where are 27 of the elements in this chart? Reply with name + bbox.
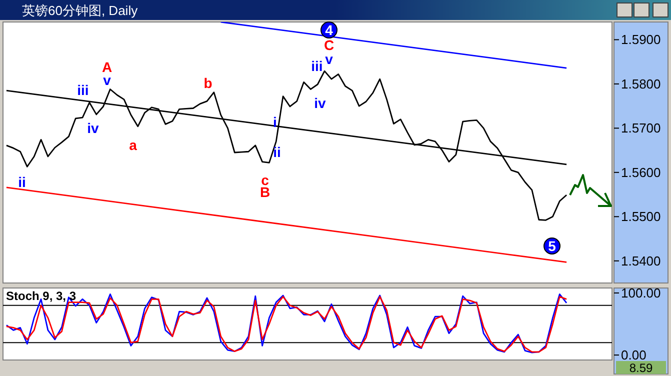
y-tick-label: 0.00: [621, 348, 646, 363]
annotation: v: [325, 51, 334, 67]
annotation: i: [273, 114, 277, 130]
y-tick-label: 1.5800: [621, 76, 661, 92]
chart-title: 英镑60分钟图, Daily: [22, 3, 138, 18]
y-tick-label: 1.5900: [621, 32, 661, 48]
annotation: ii: [18, 174, 26, 190]
y-tick-label: 1.5700: [621, 120, 661, 136]
annotation: a: [129, 137, 138, 153]
annotation: b: [204, 75, 212, 91]
chart-title: Stoch 9, 3, 3: [6, 289, 76, 303]
y-tick-label: 100.00: [621, 285, 661, 300]
annotation: ii: [273, 144, 281, 160]
y-tick-label: 1.5500: [621, 209, 661, 224]
annotation: C: [324, 37, 334, 53]
y-tick-label: 1.5600: [621, 164, 661, 180]
annotation: 5: [548, 238, 556, 254]
annotation: iv: [87, 120, 100, 136]
annotation: iii: [311, 58, 323, 74]
annotation: 4: [325, 22, 334, 38]
y-tick-label: 1.5400: [621, 253, 661, 268]
annotation: iii: [77, 82, 89, 98]
annotation: A: [102, 59, 112, 75]
text: 8.59: [629, 361, 653, 375]
annotation: iv: [314, 95, 326, 111]
line-series: [6, 70, 568, 221]
annotation: v: [103, 72, 112, 88]
